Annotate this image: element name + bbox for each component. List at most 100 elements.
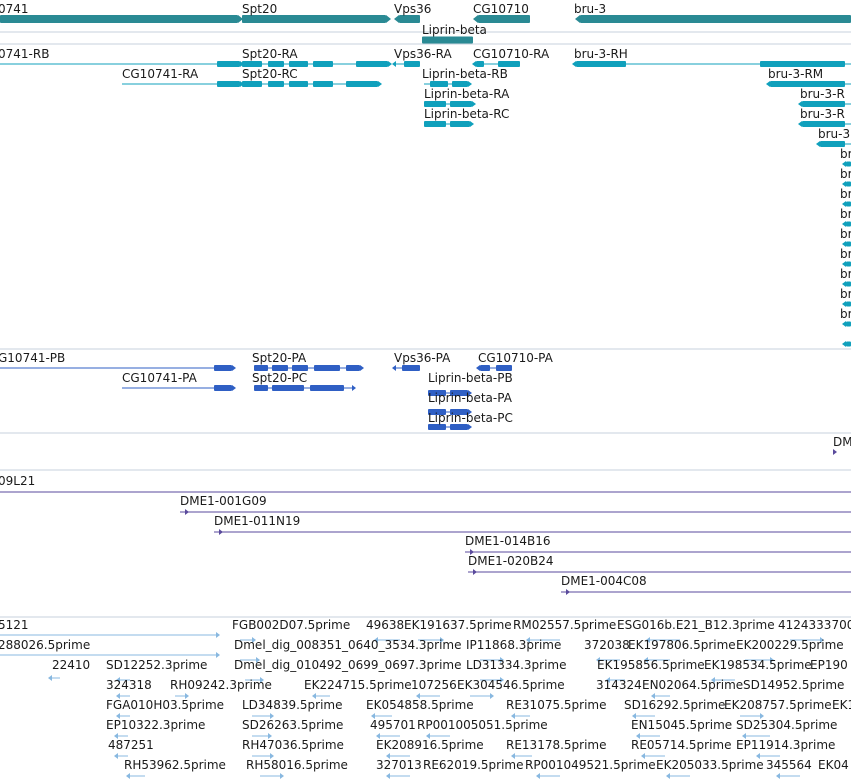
gene-label[interactable]: Liprin-beta	[422, 23, 487, 37]
transcript-label[interactable]: bru	[840, 287, 851, 301]
est-label[interactable]: LD31334.3prime	[466, 658, 567, 672]
est-label[interactable]: EK200229.5prime	[736, 638, 844, 652]
transcript-label[interactable]: Spt20-RA	[242, 47, 298, 61]
est-label[interactable]: RH58016.5prime	[246, 758, 348, 772]
protein-label[interactable]: Spt20-PA	[252, 351, 307, 365]
transcript-label[interactable]: Liprin-beta-RA	[424, 87, 510, 101]
est-label[interactable]: Dmel_dig_008351_0640_3534.3prime	[234, 638, 462, 652]
est-label[interactable]: IP11868.3prime	[466, 638, 561, 652]
est-label[interactable]: EK224715.5prime	[304, 678, 412, 692]
est-label[interactable]: SD25304.5prime	[736, 718, 837, 732]
protein-label[interactable]: G10741-PB	[0, 351, 65, 365]
transcript-label[interactable]: bru	[840, 247, 851, 261]
gene-label[interactable]: 0741	[0, 2, 29, 16]
est-label[interactable]: EN15045.5prime	[631, 718, 732, 732]
est-label[interactable]: 345564	[766, 758, 812, 772]
est-label[interactable]: SD14952.5prime	[743, 678, 844, 692]
protein-label[interactable]: Spt20-PC	[252, 371, 307, 385]
protein-label[interactable]: Liprin-beta-PC	[428, 411, 513, 425]
est-label[interactable]: 5121	[0, 618, 29, 632]
est-label[interactable]: 372038	[584, 638, 630, 652]
transcript-label[interactable]: CG10741-RA	[122, 67, 199, 81]
clone-label[interactable]: DME1-020B24	[468, 554, 554, 568]
est-label[interactable]: 327013	[376, 758, 422, 772]
transcript-label[interactable]: bru-3	[818, 127, 850, 141]
est-label[interactable]: FGB002D07.5prime	[232, 618, 350, 632]
est-label[interactable]: ESG016b.E21_B12.3prime	[617, 618, 775, 632]
transcript-label[interactable]: Spt20-RC	[242, 67, 298, 81]
est-label[interactable]: RP001049521.5prime	[525, 758, 656, 772]
protein-label[interactable]: Vps36-PA	[394, 351, 451, 365]
est-label[interactable]: 495701	[370, 718, 416, 732]
transcript-label[interactable]: CG10710-RA	[473, 47, 550, 61]
est-label[interactable]: SD26263.5prime	[242, 718, 343, 732]
clone-label[interactable]: DM	[833, 435, 851, 449]
est-label[interactable]: RM02557.5prime	[513, 618, 616, 632]
est-label[interactable]: EK191637.5prime	[404, 618, 512, 632]
est-label[interactable]: FGA010H03.5prime	[106, 698, 224, 712]
est-label[interactable]: RE13178.5prime	[506, 738, 607, 752]
clone-label[interactable]: 09L21	[0, 474, 35, 488]
est-label[interactable]: SD16292.5prime	[624, 698, 725, 712]
est-label[interactable]: RE05714.5prime	[631, 738, 732, 752]
transcript-label[interactable]: bru-3-R	[800, 107, 845, 121]
est-label[interactable]: EK304546.5prime	[457, 678, 565, 692]
protein-label[interactable]: Liprin-beta-PB	[428, 371, 513, 385]
transcript-label[interactable]: bru	[840, 167, 851, 181]
est-label[interactable]: EK197806.5prime	[628, 638, 736, 652]
est-label[interactable]: EK208916.5prime	[376, 738, 484, 752]
transcript-label[interactable]: bru-3-RH	[574, 47, 628, 61]
transcript-label[interactable]: Liprin-beta-RC	[424, 107, 509, 121]
transcript-label[interactable]: bru	[840, 307, 851, 321]
est-label[interactable]: Dmel_dig_010492_0699_0697.3prime	[234, 658, 462, 672]
est-label[interactable]: 107256	[411, 678, 457, 692]
est-label[interactable]: EP11914.3prime	[736, 738, 835, 752]
est-label[interactable]: EK195856.5prime	[597, 658, 705, 672]
transcript-label[interactable]: bru	[840, 267, 851, 281]
protein-label[interactable]: CG10710-PA	[478, 351, 554, 365]
gene-label[interactable]: Vps36	[394, 2, 431, 16]
est-label[interactable]: RH53962.5prime	[124, 758, 226, 772]
est-label[interactable]: EP10322.3prime	[106, 718, 205, 732]
est-label[interactable]: EK054858.5prime	[366, 698, 474, 712]
transcript-label[interactable]: bru	[840, 187, 851, 201]
transcript-label[interactable]: bru-3-RM	[768, 67, 823, 81]
est-label[interactable]: 324318	[106, 678, 152, 692]
est-label[interactable]: 487251	[108, 738, 154, 752]
transcript-label[interactable]: 0741-RB	[0, 47, 49, 61]
clone-label[interactable]: DME1-004C08	[561, 574, 647, 588]
est-label[interactable]: EP190	[810, 658, 848, 672]
clone-label[interactable]: DME1-011N19	[214, 514, 300, 528]
protein-label[interactable]: Liprin-beta-PA	[428, 391, 513, 405]
gene-label[interactable]: bru-3	[574, 2, 606, 16]
transcript-label[interactable]: Vps36-RA	[394, 47, 453, 61]
transcript-label[interactable]: bru	[840, 207, 851, 221]
protein-label[interactable]: CG10741-PA	[122, 371, 198, 385]
est-label[interactable]: 314324	[596, 678, 642, 692]
est-label[interactable]: RH47036.5prime	[242, 738, 344, 752]
est-label[interactable]: RH09242.3prime	[170, 678, 272, 692]
transcript-label[interactable]: bru	[840, 227, 851, 241]
clone-label[interactable]: DME1-014B16	[465, 534, 551, 548]
clone-label[interactable]: DME1-001G09	[180, 494, 267, 508]
transcript-label[interactable]: bru	[840, 147, 851, 161]
est-label[interactable]: EN02064.5prime	[642, 678, 743, 692]
est-label[interactable]: EK198534.5prime	[704, 658, 812, 672]
est-label[interactable]: SD12252.3prime	[106, 658, 207, 672]
gene-label[interactable]: CG10710	[473, 2, 529, 16]
est-label[interactable]: EK205033.5prime	[656, 758, 764, 772]
est-label[interactable]: EK208757.5prime	[724, 698, 832, 712]
est-label[interactable]: LD34839.5prime	[242, 698, 343, 712]
est-label[interactable]: EK1	[832, 698, 851, 712]
transcript-label[interactable]: Liprin-beta-RB	[422, 67, 508, 81]
est-label[interactable]: 4124333700	[778, 618, 851, 632]
gene-label[interactable]: Spt20	[242, 2, 277, 16]
est-label[interactable]: RP001005051.5prime	[417, 718, 548, 732]
transcript-label[interactable]: bru-3-R	[800, 87, 845, 101]
est-label[interactable]: EK04	[818, 758, 849, 772]
est-label[interactable]: RE62019.5prime	[423, 758, 524, 772]
est-label[interactable]: RE31075.5prime	[506, 698, 607, 712]
est-label[interactable]: 22410	[52, 658, 90, 672]
est-label[interactable]: 49638	[366, 618, 404, 632]
est-label[interactable]: 288026.5prime	[0, 638, 90, 652]
